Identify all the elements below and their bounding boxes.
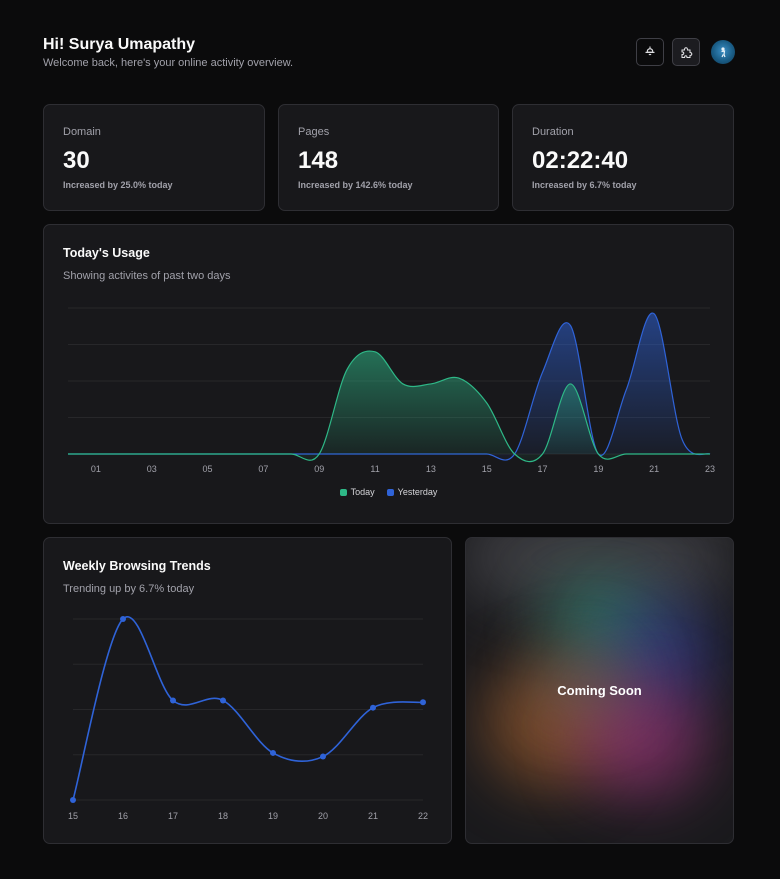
weekly-line-chart: 15 16 17 18 19 20 21 22 [68,616,428,821]
stat-value: 148 [298,147,339,174]
stat-label: Duration [532,126,574,138]
x-tick-label: 16 [118,811,128,821]
x-tick-label: 11 [370,464,379,474]
page-header: Hi! Surya Umapathy Welcome back, here's … [43,36,293,69]
x-tick-label: 17 [168,811,178,821]
legend-label-yesterday: Yesterday [397,487,438,497]
stat-note: Increased by 25.0% today [63,180,173,190]
lamp-button[interactable] [636,38,664,66]
stat-card-duration: Duration 02:22:40 Increased by 6.7% toda… [512,104,734,211]
x-tick-label: 19 [268,811,278,821]
x-tick-label: 23 [705,464,715,474]
usage-title: Today's Usage [63,246,150,260]
avatar[interactable] [711,40,735,64]
area-today [68,351,710,462]
extensions-button[interactable] [672,38,700,66]
legend-swatch-yesterday [386,488,394,496]
legend-item-yesterday[interactable]: Yesterday [386,487,438,497]
x-tick-label: 15 [68,811,78,821]
x-tick-label: 01 [91,464,101,474]
stat-note: Increased by 142.6% today [298,180,413,190]
x-tick-label: 07 [258,464,268,474]
user-figure-icon [721,47,726,58]
stat-label: Pages [298,126,330,138]
page-subtitle: Welcome back, here's your online activit… [43,57,294,69]
stat-card-pages: Pages 148 Increased by 142.6% today [278,104,499,211]
usage-subtitle: Showing activites of past two days [63,270,231,282]
area-yesterday [68,313,710,461]
series-line-today [67,350,710,463]
x-tick-label: 03 [147,464,157,474]
data-point [220,697,226,704]
x-tick-label: 20 [318,811,328,821]
weekly-card: Weekly Browsing Trends Trending up by 6.… [43,537,452,844]
coming-soon-label: Coming Soon [557,683,642,698]
legend-label-today: Today [350,487,375,497]
usage-legend: Today Yesterday [44,487,733,497]
stat-value: 30 [63,147,90,174]
x-tick-label: 15 [482,464,492,474]
x-tick-label: 17 [538,464,548,474]
x-tick-label: 21 [368,811,378,821]
x-tick-label: 22 [418,811,428,821]
data-point [170,697,176,704]
lamp-icon [645,46,655,56]
data-point [70,797,76,803]
data-point [370,704,376,711]
gradient-blob [536,638,636,718]
weekly-subtitle: Trending up by 6.7% today [63,583,195,595]
stat-label: Domain [63,126,101,138]
data-point [420,699,426,706]
x-tick-label: 21 [649,464,659,474]
page-title: Hi! Surya Umapathy [43,36,196,53]
header-actions [636,38,735,66]
data-point [120,616,126,622]
x-tick-label: 19 [593,464,603,474]
legend-swatch-today [339,488,347,496]
stat-value: 02:22:40 [532,147,629,174]
usage-area-chart: 01 03 05 07 09 11 13 15 17 19 21 23 [67,307,715,474]
usage-card: Today's Usage Showing activites of past … [43,224,734,524]
x-tick-label: 09 [314,464,324,474]
legend-item-today[interactable]: Today [339,487,375,497]
x-tick-label: 05 [203,464,213,474]
weekly-title: Weekly Browsing Trends [63,559,211,573]
data-point [320,753,326,760]
gradient-blob [576,678,706,798]
stat-note: Increased by 6.7% today [532,180,637,190]
x-tick-label: 18 [218,811,228,821]
stat-card-domain: Domain 30 Increased by 25.0% today [43,104,265,211]
coming-soon-card: Coming Soon [465,537,734,844]
puzzle-icon [681,46,692,58]
x-tick-label: 13 [426,464,436,474]
data-point [270,749,276,756]
